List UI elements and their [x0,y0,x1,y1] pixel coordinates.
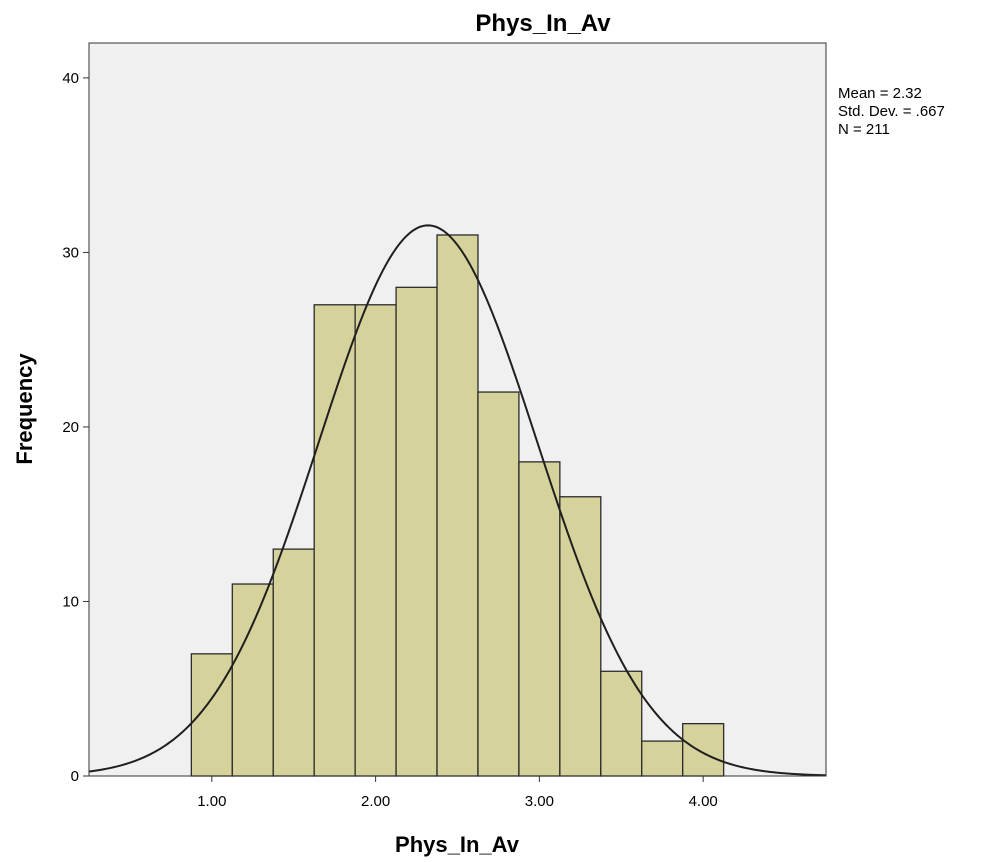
normal-curve [88,224,827,777]
y-tick-label: 0 [71,768,79,785]
x-tick-label: 2.00 [361,793,390,810]
y-tick-label: 40 [62,70,79,87]
x-tick-label: 4.00 [689,793,718,810]
histogram-bar [395,286,438,777]
histogram-bar [231,583,274,777]
histogram-bar [436,234,479,777]
histogram-bar [477,391,520,777]
y-tick-label: 20 [62,419,79,436]
bars-group [190,234,725,777]
histogram-bar [354,304,397,777]
histogram-bar [559,496,602,777]
x-tick-label: 3.00 [525,793,554,810]
histogram-bar [682,722,725,777]
y-axis: 0 10 20 30 40 [62,70,89,785]
histogram-bar [313,304,356,777]
stats-std-dev: Std. Dev. = .667 [838,103,945,120]
histogram-bar [518,461,561,777]
x-axis: 1.00 2.00 3.00 4.00 [197,776,718,810]
y-tick-label: 10 [62,593,79,610]
plot-border [88,42,827,777]
histogram-bar [641,740,684,777]
x-tick-label: 1.00 [197,793,226,810]
histogram-bar [190,653,233,777]
stats-box: Mean = 2.32 Std. Dev. = .667 N = 211 [838,85,945,138]
x-axis-label: Phys_In_Av [395,832,520,857]
y-tick-label: 30 [62,244,79,261]
histogram-bar [272,548,315,777]
stats-n: N = 211 [838,121,890,138]
y-axis-label: Frequency [12,353,37,465]
stats-mean: Mean = 2.32 [838,85,922,102]
chart-title: Phys_In_Av [475,10,611,37]
